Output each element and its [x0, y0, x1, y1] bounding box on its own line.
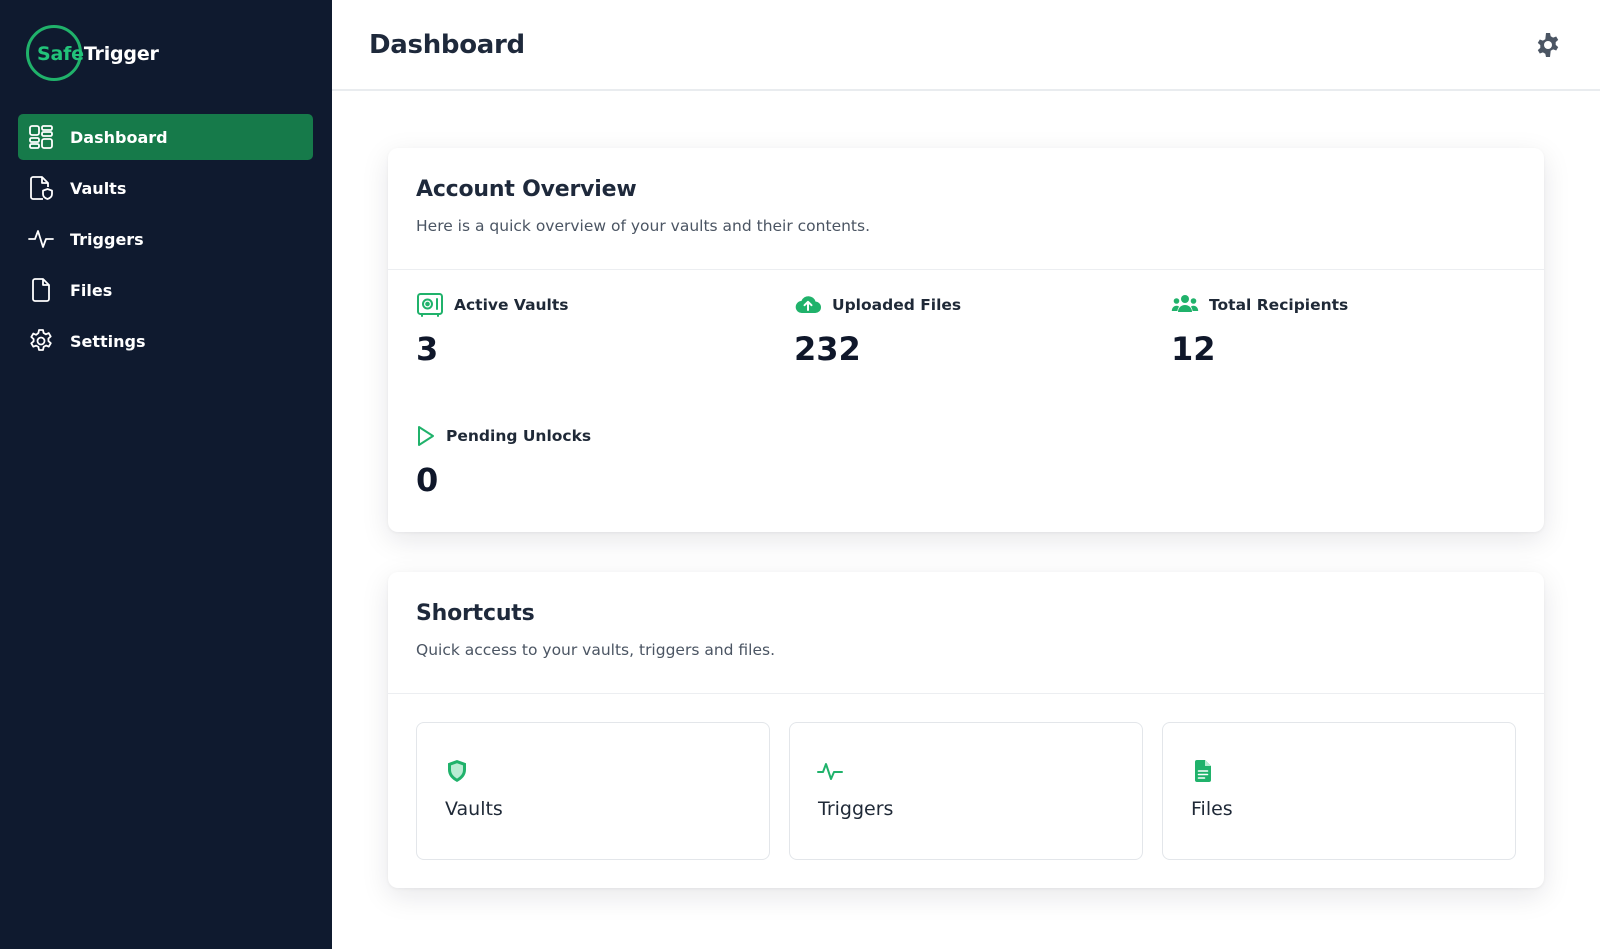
stat-pending-unlocks: Pending Unlocks 0 — [416, 423, 776, 499]
pulse-icon — [28, 226, 54, 252]
shortcut-label: Triggers — [818, 798, 894, 820]
sidebar: SafeTrigger Dashboard — [0, 0, 332, 949]
stat-label: Uploaded Files — [832, 296, 962, 314]
brand-name: SafeTrigger — [37, 43, 159, 65]
shortcut-label: Files — [1191, 798, 1233, 820]
sidebar-item-label: Vaults — [70, 178, 127, 198]
stat-active-vaults: Active Vaults 3 — [416, 292, 776, 368]
stat-uploaded-files: Uploaded Files 232 — [794, 292, 1154, 368]
shortcut-vaults[interactable]: Vaults — [416, 722, 770, 860]
shield-icon — [444, 758, 470, 784]
logo-ring — [26, 25, 82, 81]
file-shield-icon — [28, 175, 54, 201]
dashboard-grid-icon — [28, 124, 54, 150]
stat-label: Pending Unlocks — [446, 427, 592, 445]
overview-header: Account Overview Here is a quick overvie… — [388, 148, 1544, 270]
top-bar: Dashboard — [332, 0, 1600, 91]
shortcut-label: Vaults — [445, 798, 503, 820]
cloud-upload-icon — [794, 292, 822, 318]
main-content: Dashboard Account Overview Here is a qui… — [332, 0, 1600, 949]
shortcuts-card: Shortcuts Quick access to your vaults, t… — [388, 572, 1544, 888]
sidebar-item-files[interactable]: Files — [18, 267, 313, 313]
settings-gear-button[interactable] — [1534, 31, 1562, 59]
users-icon — [1171, 292, 1199, 318]
shortcuts-header: Shortcuts Quick access to your vaults, t… — [388, 572, 1544, 694]
account-overview-card: Account Overview Here is a quick overvie… — [388, 148, 1544, 532]
sidebar-item-label: Triggers — [70, 229, 144, 249]
sidebar-item-label: Files — [70, 280, 113, 300]
sidebar-nav: Dashboard Vaults Triggers — [18, 114, 313, 369]
overview-subtitle: Here is a quick overview of your vaults … — [416, 217, 871, 235]
stat-label: Total Recipients — [1209, 296, 1349, 314]
stat-value: 232 — [794, 330, 861, 368]
shortcut-triggers[interactable]: Triggers — [789, 722, 1143, 860]
sidebar-item-label: Settings — [70, 331, 146, 351]
play-icon — [416, 423, 436, 449]
safe-icon — [416, 292, 444, 318]
gear-icon — [28, 328, 54, 354]
sidebar-item-triggers[interactable]: Triggers — [18, 216, 313, 262]
file-icon — [28, 277, 54, 303]
stat-value: 12 — [1171, 330, 1216, 368]
shortcuts-subtitle: Quick access to your vaults, triggers an… — [416, 641, 776, 659]
shortcuts-title: Shortcuts — [416, 601, 535, 626]
overview-title: Account Overview — [416, 177, 637, 202]
shortcut-files[interactable]: Files — [1162, 722, 1516, 860]
gear-icon — [1537, 32, 1559, 57]
stat-label: Active Vaults — [454, 296, 569, 314]
sidebar-item-dashboard[interactable]: Dashboard — [18, 114, 313, 160]
sidebar-item-label: Dashboard — [70, 127, 168, 147]
sidebar-item-settings[interactable]: Settings — [18, 318, 313, 364]
page-title: Dashboard — [369, 29, 525, 60]
stat-value: 0 — [416, 461, 439, 499]
stat-total-recipients: Total Recipients 12 — [1171, 292, 1531, 368]
pulse-icon — [817, 758, 843, 784]
brand-logo[interactable]: SafeTrigger — [26, 25, 159, 83]
stat-value: 3 — [416, 330, 439, 368]
document-icon — [1190, 758, 1216, 784]
sidebar-item-vaults[interactable]: Vaults — [18, 165, 313, 211]
